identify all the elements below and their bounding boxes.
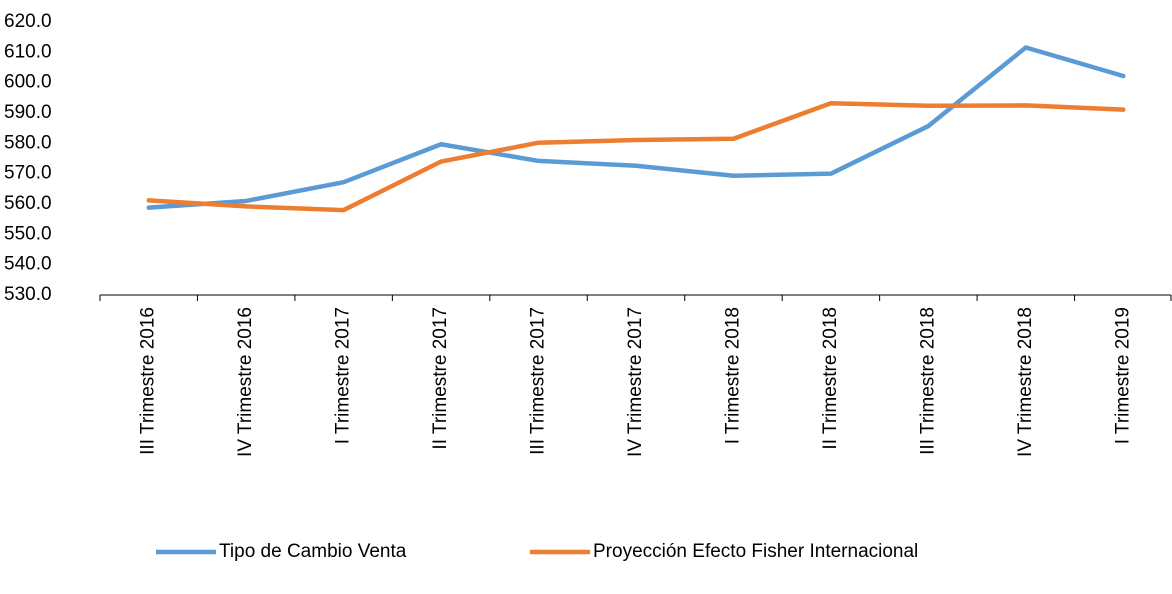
legend-label: Tipo de Cambio Venta: [219, 541, 407, 562]
y-tick-label: 580.0: [4, 132, 52, 153]
series-line: [146, 101, 1126, 213]
x-tick-label: I Trimestre 2018: [722, 307, 743, 444]
y-tick-label: 540.0: [4, 254, 52, 275]
y-tick-label: 620.0: [4, 11, 52, 32]
y-tick-label: 560.0: [4, 193, 52, 214]
x-tick-label: III Trimestre 2017: [528, 307, 549, 455]
x-tick-label: III Trimestre 2018: [917, 307, 938, 455]
x-tick-label: I Trimestre 2017: [333, 307, 354, 444]
y-tick-label: 610.0: [4, 41, 52, 62]
series-line: [146, 45, 1126, 210]
y-tick-label: 550.0: [4, 223, 52, 244]
y-tick-label: 570.0: [4, 163, 52, 184]
y-tick-label: 530.0: [4, 284, 52, 305]
y-tick-label: 590.0: [4, 102, 52, 123]
x-tick-label: II Trimestre 2017: [430, 307, 451, 450]
x-tick-label: IV Trimestre 2018: [1015, 307, 1036, 457]
x-tick-label: III Trimestre 2016: [138, 307, 159, 455]
x-tick-label: IV Trimestre 2016: [235, 307, 256, 457]
x-tick-label: IV Trimestre 2017: [625, 307, 646, 457]
legend-label: Proyección Efecto Fisher Internacional: [593, 541, 918, 562]
x-tick-label: II Trimestre 2018: [820, 307, 841, 450]
y-tick-label: 600.0: [4, 72, 52, 93]
x-tick-label: I Trimestre 2019: [1112, 307, 1133, 444]
